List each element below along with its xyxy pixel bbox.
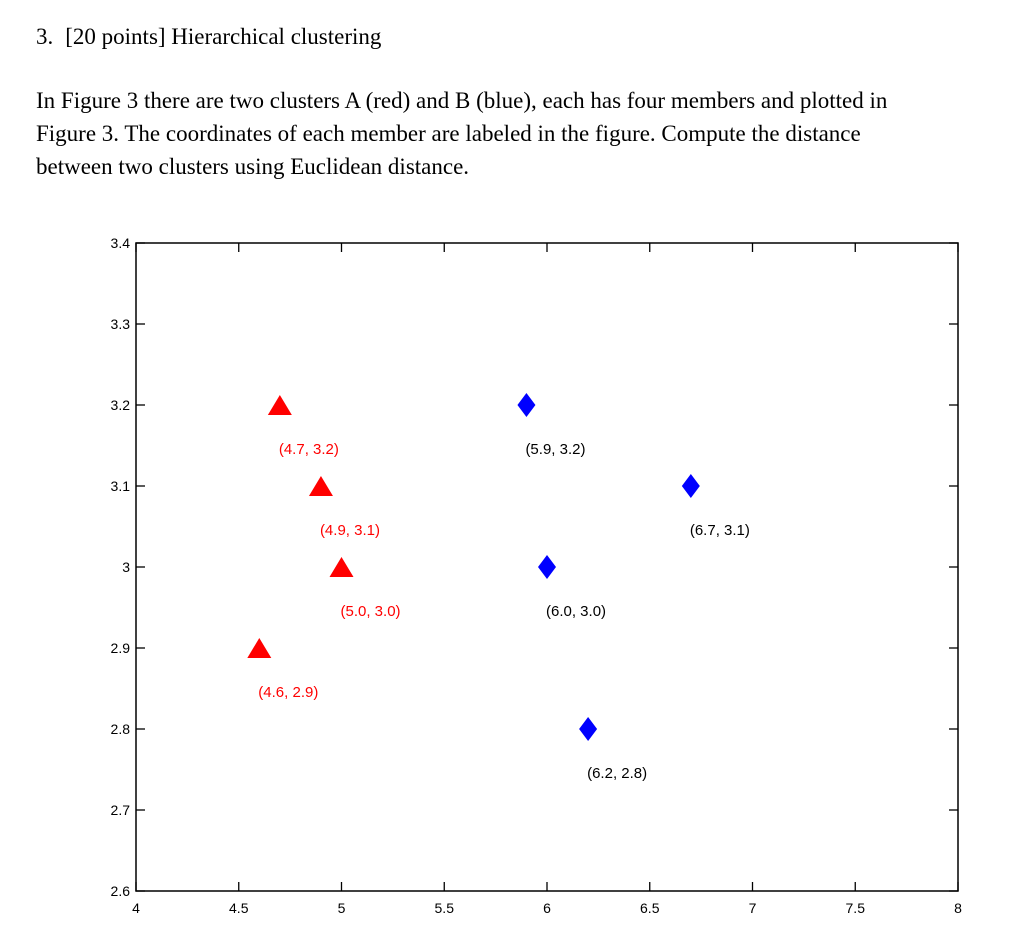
point-label: (4.6, 2.9)	[258, 684, 318, 701]
triangle-marker	[247, 638, 272, 658]
x-tick-label: 7.5	[846, 900, 866, 916]
x-tick-label: 7	[749, 900, 757, 916]
x-tick-label: 8	[954, 900, 962, 916]
data-markers	[247, 393, 700, 741]
y-tick-label: 2.7	[111, 802, 131, 818]
x-tick-label: 6	[543, 900, 551, 916]
x-tick-label: 5	[338, 900, 346, 916]
point-label: (4.9, 3.1)	[320, 522, 380, 539]
diamond-marker	[517, 393, 536, 417]
y-tick-label: 2.9	[111, 640, 131, 656]
point-label: (6.2, 2.8)	[587, 765, 647, 782]
y-tick-label: 2.8	[111, 721, 131, 737]
question-number: 3.	[36, 24, 54, 49]
x-tick-label: 5.5	[435, 900, 455, 916]
diamond-marker	[538, 555, 556, 579]
data-labels: (4.7, 3.2) (4.9, 3.1) (5.0, 3.0) (4.6, 2.9)…	[258, 441, 750, 782]
point-label: (5.0, 3.0)	[341, 603, 401, 620]
problem-line: In Figure 3 there are two clusters A (re…	[36, 88, 888, 113]
y-tick-label: 3.1	[111, 478, 131, 494]
y-tick-label: 3.2	[111, 397, 131, 413]
x-tick-label: 6.5	[640, 900, 660, 916]
triangle-marker	[267, 395, 292, 415]
x-tick-label: 4	[132, 900, 140, 916]
problem-line: between two clusters using Euclidean dis…	[36, 154, 470, 179]
y-tick-label: 3.4	[111, 235, 131, 251]
point-label: (5.9, 3.2)	[525, 441, 585, 458]
triangle-marker	[308, 476, 333, 496]
triangle-marker	[329, 557, 354, 577]
x-tick-label: 4.5	[229, 900, 249, 916]
point-label: (6.7, 3.1)	[690, 522, 750, 539]
problem-line: Figure 3. The coordinates of each member…	[36, 121, 861, 146]
diamond-marker	[681, 474, 700, 498]
point-label: (4.7, 3.2)	[279, 441, 339, 458]
y-tick-label: 3.3	[111, 316, 131, 332]
diamond-marker	[579, 717, 598, 741]
question-title: [20 points] Hierarchical clustering	[65, 24, 382, 49]
axis-tick-labels: 4 4.5 5 5.5 6 6.5 7 7.5 8 2.6 2.7 2.8 2.9 3 3.1 3.2 3.3 3…	[111, 235, 963, 916]
y-tick-label: 3	[122, 559, 130, 575]
y-tick-label: 2.6	[111, 883, 131, 899]
problem-statement: In Figure 3 there are two clusters A (re…	[36, 84, 996, 183]
axis-ticks	[135, 242, 959, 892]
question-heading: 3. [20 points] Hierarchical clustering	[36, 22, 381, 52]
point-label: (6.0, 3.0)	[546, 603, 606, 620]
